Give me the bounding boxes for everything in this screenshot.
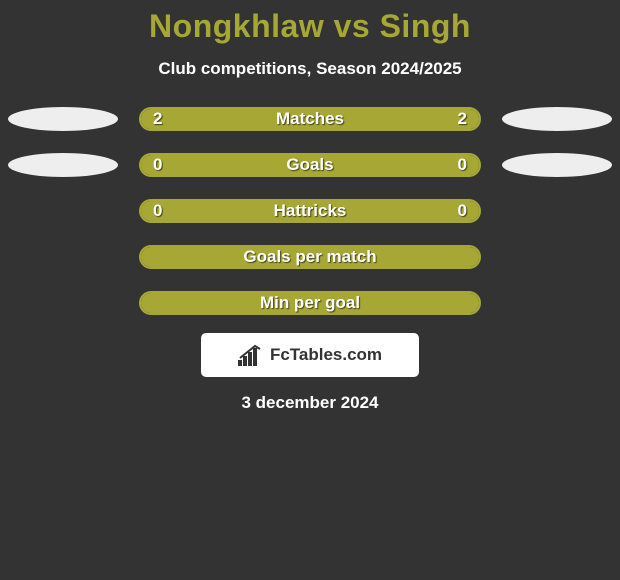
stat-bar-right-fill <box>310 293 479 313</box>
stat-bar-right-fill <box>310 201 479 221</box>
attribution-text: FcTables.com <box>270 345 382 365</box>
stat-value-right: 2 <box>458 109 467 129</box>
stat-bar-right-fill <box>310 155 479 175</box>
stat-bar: 22Matches <box>139 107 481 131</box>
stat-bar-left-fill <box>141 109 310 129</box>
stat-bar-left-fill <box>141 247 310 267</box>
stat-bar: 00Hattricks <box>139 199 481 223</box>
stat-bar: 00Goals <box>139 153 481 177</box>
stat-bar: Min per goal <box>139 291 481 315</box>
fctables-logo-icon <box>238 344 264 366</box>
stat-bar-left-fill <box>141 293 310 313</box>
left-indicator-ellipse <box>8 107 118 131</box>
right-indicator-ellipse <box>502 107 612 131</box>
stat-bar-right-fill <box>310 109 479 129</box>
stat-row: Min per goal <box>10 291 610 315</box>
stat-bar-left-fill <box>141 201 310 221</box>
right-indicator-ellipse <box>502 153 612 177</box>
stat-value-right: 0 <box>458 201 467 221</box>
stat-row: 00Hattricks <box>10 199 610 223</box>
stat-bar-right-fill <box>310 247 479 267</box>
stat-value-left: 2 <box>153 109 162 129</box>
stat-value-left: 0 <box>153 155 162 175</box>
date-text: 3 december 2024 <box>241 393 378 413</box>
stat-row: 00Goals <box>10 153 610 177</box>
stat-rows-container: 22Matches00Goals00HattricksGoals per mat… <box>10 107 610 337</box>
stat-value-right: 0 <box>458 155 467 175</box>
page-root: Nongkhlaw vs Singh Club competitions, Se… <box>0 0 620 580</box>
left-indicator-ellipse <box>8 153 118 177</box>
stat-value-left: 0 <box>153 201 162 221</box>
page-title: Nongkhlaw vs Singh <box>149 8 471 45</box>
stat-row: 22Matches <box>10 107 610 131</box>
attribution-badge: FcTables.com <box>201 333 419 377</box>
stat-row: Goals per match <box>10 245 610 269</box>
stat-bar: Goals per match <box>139 245 481 269</box>
page-subtitle: Club competitions, Season 2024/2025 <box>158 59 461 79</box>
stat-bar-left-fill <box>141 155 310 175</box>
